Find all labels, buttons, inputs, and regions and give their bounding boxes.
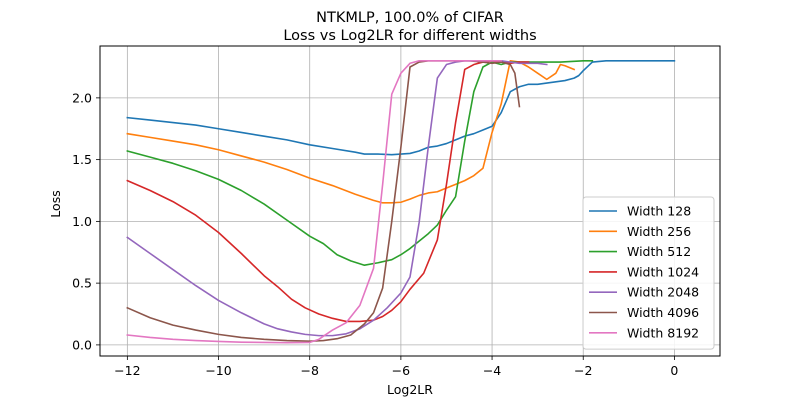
series-line-width-256 bbox=[126, 60, 576, 204]
series-line-width-8192 bbox=[126, 60, 502, 344]
y-axis-label: Loss bbox=[48, 190, 63, 217]
series-line-width-128 bbox=[126, 60, 676, 156]
x-tick-label: −12 bbox=[114, 363, 140, 378]
series-line-width-4096 bbox=[126, 60, 521, 342]
x-tick-label: −8 bbox=[300, 363, 318, 378]
legend: Width 128 Width 256 Width 512 Width 1024 Wid… bbox=[582, 196, 715, 350]
y-tick-label: 0.0 bbox=[72, 337, 92, 352]
legend-entry: Width 256 bbox=[627, 224, 691, 239]
plot-frame bbox=[99, 45, 721, 357]
series-line-width-1024 bbox=[126, 60, 530, 323]
chart-subtitle: Loss vs Log2LR for different widths bbox=[283, 28, 536, 44]
x-axis: −12 −10 −8 −6 −4 −2 0 bbox=[114, 356, 678, 378]
x-axis-label: Log2LR bbox=[387, 382, 433, 397]
series-line-width-512 bbox=[126, 60, 594, 267]
x-tick-label: −4 bbox=[483, 363, 501, 378]
legend-box bbox=[582, 196, 715, 350]
legend-entry: Width 8192 bbox=[627, 325, 699, 340]
x-tick-label: 0 bbox=[670, 363, 678, 378]
x-tick-label: −6 bbox=[392, 363, 410, 378]
y-tick-label: 1.0 bbox=[72, 214, 92, 229]
x-tick-label: −2 bbox=[574, 363, 592, 378]
legend-entry: Width 2048 bbox=[627, 285, 699, 300]
y-tick-label: 2.0 bbox=[72, 90, 92, 105]
series-lines bbox=[126, 60, 676, 344]
legend-entry: Width 1024 bbox=[627, 264, 699, 279]
y-tick-label: 0.5 bbox=[72, 276, 92, 291]
x-tick-label: −10 bbox=[205, 363, 231, 378]
series-line-width-2048 bbox=[126, 60, 548, 337]
y-tick-label: 1.5 bbox=[72, 152, 92, 167]
y-axis: 0.0 0.5 1.0 1.5 2.0 bbox=[72, 90, 100, 352]
legend-entry: Width 4096 bbox=[627, 305, 699, 320]
legend-entry: Width 512 bbox=[627, 244, 691, 259]
legend-entry: Width 128 bbox=[627, 204, 691, 219]
chart-title: NTKMLP, 100.0% of CIFAR bbox=[316, 10, 504, 26]
